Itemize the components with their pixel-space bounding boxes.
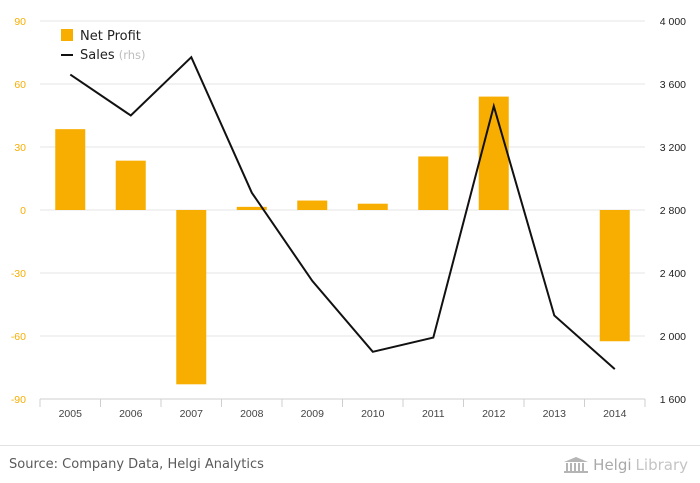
legend-label-sales: Sales (rhs)	[80, 48, 146, 63]
x-axis-tick-label: 2011	[422, 408, 445, 420]
left-axis-tick-label: -90	[11, 394, 26, 406]
bar	[599, 210, 630, 342]
bar	[357, 203, 388, 210]
left-axis-tick-label: -60	[11, 331, 26, 343]
x-axis-tick-label: 2014	[603, 408, 627, 420]
legend-label-net-profit: Net Profit	[80, 29, 141, 44]
x-axis-tick-label: 2010	[361, 408, 385, 420]
sales-line	[69, 55, 616, 370]
left-axis-tick-label: 90	[14, 16, 26, 28]
left-axis-tick-label: 30	[14, 142, 26, 154]
left-axis-tick-label: -30	[11, 268, 26, 280]
bar	[236, 206, 267, 210]
bar	[115, 160, 146, 210]
legend-swatch-net-profit	[61, 29, 73, 41]
right-axis-tick-label: 2 000	[660, 331, 686, 343]
helgi-library-logo[interactable]: Helgi Library	[563, 456, 688, 474]
bar	[297, 200, 328, 210]
x-axis-tick-label: 2013	[543, 408, 567, 420]
right-axis-tick-label: 3 600	[660, 79, 686, 91]
right-axis-tick-label: 4 000	[660, 16, 686, 28]
chart-svg: -90 -60 -30 0 30 60 90 1 600 2 000 2 400 2 800 3 20…	[11, 16, 686, 420]
legend-label-sales-suffix: (rhs)	[119, 48, 146, 62]
source-note: Source: Company Data, Helgi Analytics	[9, 457, 264, 472]
bar	[176, 210, 207, 385]
library-building-icon	[564, 456, 589, 473]
footer: Source: Company Data, Helgi Analytics He…	[0, 445, 700, 483]
chart: -90 -60 -30 0 30 60 90 1 600 2 000 2 400 2 800 3 20…	[11, 16, 686, 420]
x-axis-tick-label: 2005	[59, 408, 83, 420]
right-axis-tick-label: 1 600	[660, 394, 686, 406]
left-axis-tick-label: 60	[14, 79, 26, 91]
x-axis-tick-label: 2008	[240, 408, 264, 420]
left-axis-tick-label: 0	[20, 205, 26, 217]
x-axis-tick-label: 2012	[482, 408, 506, 420]
brand-name-part2: Library	[635, 455, 688, 474]
bar	[418, 156, 449, 210]
x-axis-tick-label: 2007	[180, 408, 204, 420]
right-axis-tick-label: 2 400	[660, 268, 686, 280]
x-axis-tick-label: 2009	[301, 408, 325, 420]
right-axis-tick-label: 2 800	[660, 205, 686, 217]
x-axis-tick-label: 2006	[119, 408, 143, 420]
bar	[478, 96, 509, 210]
right-axis-tick-label: 3 200	[660, 142, 686, 154]
bar	[55, 129, 86, 210]
brand-name-part1: Helgi	[593, 455, 632, 474]
